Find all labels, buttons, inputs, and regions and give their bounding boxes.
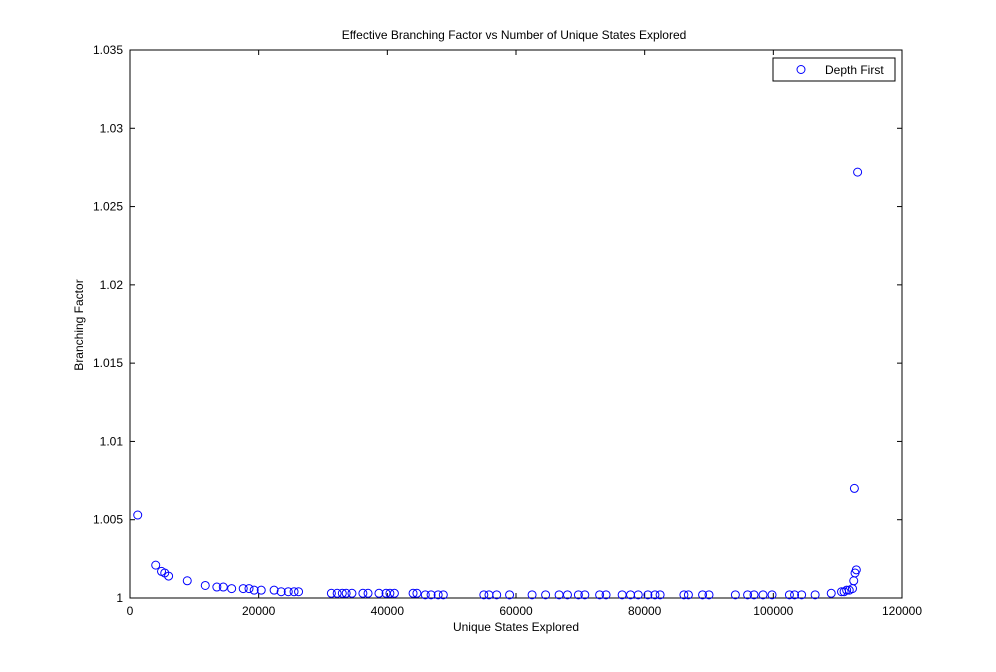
x-tick-label: 20000 <box>242 604 276 618</box>
y-tick-label: 1.015 <box>93 356 123 370</box>
data-point <box>698 590 708 600</box>
data-point <box>408 588 418 598</box>
data-point <box>650 590 660 600</box>
data-point <box>389 588 399 598</box>
data-point <box>426 590 436 600</box>
data-point <box>283 587 293 597</box>
data-point <box>249 585 259 595</box>
x-tick-label: 120000 <box>882 604 922 618</box>
data-point <box>182 576 192 586</box>
chart-title: Effective Branching Factor vs Number of … <box>342 28 687 42</box>
data-point <box>492 590 502 600</box>
data-point <box>679 590 689 600</box>
data-point <box>133 510 143 520</box>
data-point <box>826 588 836 598</box>
data-point <box>289 587 299 597</box>
data-point <box>853 167 863 177</box>
x-axis: 0 20000 40000 60000 80000 100000 120000 <box>127 50 922 618</box>
y-tick-label: 1.02 <box>100 278 124 292</box>
legend-label: Depth First <box>825 63 884 77</box>
legend-box <box>772 57 896 82</box>
y-tick-label: 1.005 <box>93 513 123 527</box>
data-point <box>269 585 279 595</box>
data-point <box>849 483 859 493</box>
y-tick-label: 1.01 <box>100 434 124 448</box>
data-point <box>704 590 714 600</box>
data-point <box>573 590 583 600</box>
data-point <box>580 590 590 600</box>
data-point <box>337 588 347 598</box>
x-axis-label: Unique States Explored <box>453 620 579 634</box>
y-axis-label: Branching Factor <box>72 279 86 370</box>
y-tick-label: 1.025 <box>93 200 123 214</box>
data-point <box>797 590 807 600</box>
y-tick-label: 1 <box>116 591 123 605</box>
data-point <box>200 580 210 590</box>
data-point <box>743 590 753 600</box>
data-point <box>683 590 693 600</box>
y-tick-label: 1.035 <box>93 43 123 57</box>
data-point <box>212 582 222 592</box>
data-point <box>643 590 653 600</box>
data-point <box>633 590 643 600</box>
data-point <box>227 584 237 594</box>
data-point <box>374 588 384 598</box>
data-point <box>294 587 304 597</box>
data-point <box>244 584 254 594</box>
data-point <box>595 590 605 600</box>
data-point <box>420 590 430 600</box>
data-point <box>758 590 768 600</box>
data-point <box>238 584 248 594</box>
legend-marker-icon <box>796 65 806 74</box>
x-tick-label: 100000 <box>753 604 793 618</box>
data-point <box>358 588 368 598</box>
data-point <box>479 590 489 600</box>
data-point <box>276 587 286 597</box>
x-tick-label: 40000 <box>371 604 405 618</box>
data-point <box>851 565 861 575</box>
data-point <box>385 588 395 598</box>
data-point <box>341 588 351 598</box>
data-point <box>810 590 820 600</box>
data-point <box>541 590 551 600</box>
y-axis: 1 1.005 1.01 1.015 1.02 1.025 1.03 1.035 <box>93 43 902 605</box>
data-point <box>730 590 740 600</box>
data-point <box>527 590 537 600</box>
data-point <box>767 590 777 600</box>
data-point <box>839 587 849 597</box>
data-point <box>256 585 266 595</box>
data-point <box>790 590 800 600</box>
data-point <box>842 585 852 595</box>
data-point <box>562 590 572 600</box>
x-tick-label: 0 <box>127 604 134 618</box>
data-point <box>326 588 336 598</box>
data-point <box>347 588 357 598</box>
plot-area <box>129 49 903 599</box>
y-tick-label: 1.03 <box>100 121 124 135</box>
data-point <box>784 590 794 600</box>
data-point <box>505 590 515 600</box>
data-point <box>218 582 228 592</box>
data-point <box>332 588 342 598</box>
data-point <box>164 571 174 581</box>
data-point <box>655 590 665 600</box>
data-point <box>601 590 611 600</box>
data-point <box>151 560 161 570</box>
data-point <box>749 590 759 600</box>
legend: Depth First <box>772 57 896 82</box>
data-point <box>412 588 422 598</box>
x-tick-label: 80000 <box>628 604 662 618</box>
series-depth-first <box>133 167 863 600</box>
data-point <box>438 590 448 600</box>
data-point <box>433 590 443 600</box>
data-point <box>363 588 373 598</box>
x-tick-label: 60000 <box>499 604 533 618</box>
